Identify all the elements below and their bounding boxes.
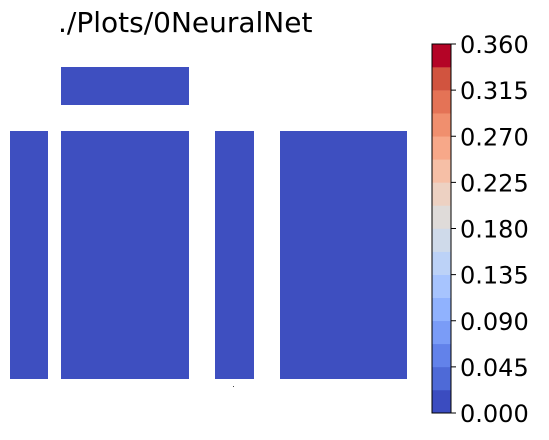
colorbar-band — [432, 136, 451, 160]
heatmap-cell-top-block-2 — [61, 67, 189, 105]
colorbar-tick-label: 0.180 — [460, 216, 529, 244]
chart-title: ./Plots/0NeuralNet — [58, 6, 313, 39]
colorbar-band — [432, 205, 451, 229]
colorbar-band — [432, 159, 451, 183]
colorbar-band — [432, 228, 451, 252]
colorbar-band — [432, 182, 451, 206]
heatmap-cell-main-block-1 — [10, 131, 48, 379]
colorbar-tick-label: 0.270 — [460, 123, 529, 151]
colorbar-band — [432, 343, 451, 368]
colorbar-tick-label: 0.045 — [460, 354, 529, 382]
colorbar-tick-label: 0.225 — [460, 169, 529, 197]
colorbar-tick-label: 0.000 — [460, 400, 529, 428]
colorbar-band — [432, 251, 451, 275]
axis-artifact-dot — [233, 386, 234, 387]
colorbar-band — [432, 320, 451, 345]
heatmap-cells — [10, 67, 407, 379]
colorbar-band — [432, 297, 451, 322]
heatmap-cell-main-block-4 — [280, 131, 407, 379]
colorbar — [431, 43, 452, 414]
colorbar-tick-label: 0.315 — [460, 77, 529, 105]
heatmap-cell-main-block-2 — [61, 131, 189, 379]
heatmap-cell-main-block-3 — [215, 131, 254, 379]
colorbar-tick-label: 0.135 — [460, 262, 529, 290]
colorbar-ticks: 0.000 0.045 0.090 0.135 0.180 0.225 0.270 0.315… — [451, 31, 529, 428]
colorbar-tick-label: 0.360 — [460, 31, 529, 59]
colorbar-band — [432, 366, 451, 391]
colorbar-band — [432, 389, 451, 414]
colorbar-band — [432, 90, 451, 114]
colorbar-tick-label: 0.090 — [460, 308, 529, 336]
colorbar-band — [432, 67, 451, 91]
colorbar-band — [432, 44, 451, 68]
colorbar-band — [432, 274, 451, 298]
colorbar-band — [432, 113, 451, 137]
